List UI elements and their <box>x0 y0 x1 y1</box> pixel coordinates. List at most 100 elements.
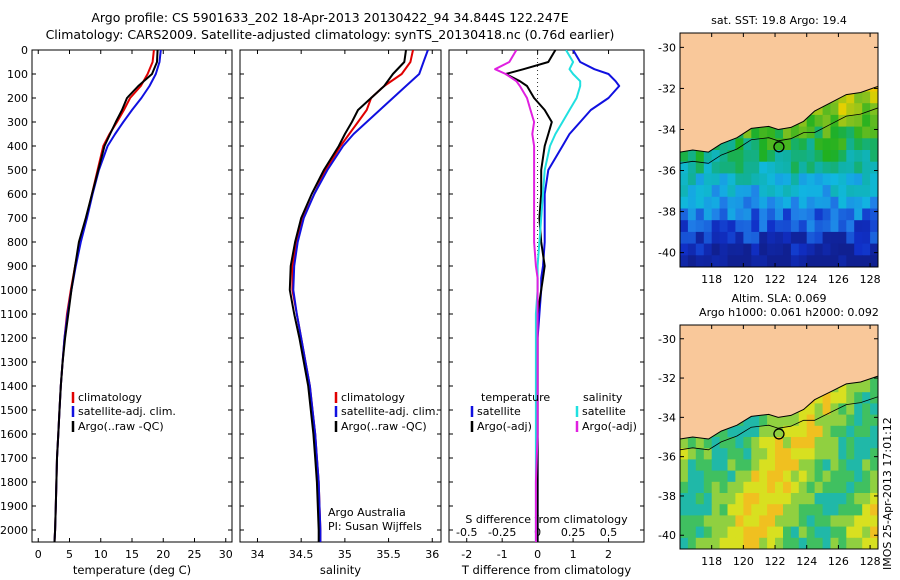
map-cell <box>751 470 760 483</box>
map-cell <box>680 196 689 210</box>
map-cell <box>775 515 784 528</box>
map-cell <box>830 414 839 427</box>
map-cell <box>846 481 855 494</box>
map-cell <box>814 138 824 151</box>
map-cell <box>751 126 760 139</box>
map-cell <box>814 481 824 494</box>
map-cell <box>854 208 863 221</box>
map-cell <box>790 537 800 549</box>
map-cell <box>759 470 768 483</box>
map-cell <box>711 255 721 267</box>
map-cell <box>862 161 871 174</box>
map-cell <box>711 185 721 198</box>
map-cell <box>838 150 847 163</box>
map-cell <box>743 220 752 233</box>
map-cell <box>870 526 878 539</box>
map-cell <box>838 481 847 494</box>
map-cell <box>846 414 855 427</box>
map-cell <box>695 150 705 163</box>
map-cell <box>830 537 839 549</box>
map-cell <box>838 470 847 483</box>
map-cell <box>759 504 768 516</box>
map-cell <box>870 425 878 438</box>
x-axis-label: salinity <box>320 563 361 577</box>
map-cell <box>806 403 816 416</box>
map-cell <box>783 459 792 472</box>
map-cell <box>759 138 768 151</box>
map-cell <box>687 255 697 267</box>
map-cell <box>727 459 736 472</box>
map-cell <box>751 185 760 198</box>
map-cell <box>814 459 824 472</box>
map-cell <box>703 196 713 210</box>
x-tick-label: 2 <box>605 548 612 561</box>
x-tick-label: 34.5 <box>289 548 314 561</box>
map-cell <box>798 220 808 233</box>
map-cell <box>743 185 752 198</box>
map-cell <box>759 196 768 210</box>
map-cell <box>862 381 871 393</box>
map-cell <box>727 220 736 233</box>
map-cell <box>806 185 816 198</box>
map-cell <box>783 138 792 151</box>
map-cell <box>680 504 689 516</box>
map-cell <box>703 448 713 460</box>
map-cell <box>759 173 768 186</box>
map-cell <box>680 448 689 460</box>
map-cell <box>854 150 863 163</box>
map-cell <box>727 493 736 505</box>
map-cell <box>719 173 729 186</box>
series-line-sat_s <box>534 50 582 542</box>
argo-australia-label: Argo Australia <box>328 506 406 519</box>
map-cell <box>846 526 855 539</box>
map-cell <box>767 481 776 494</box>
map-cell <box>814 173 824 186</box>
map-cell <box>680 150 689 163</box>
map-cell <box>783 231 792 245</box>
map-cell <box>822 448 832 460</box>
map-cell <box>751 414 760 427</box>
map-cell <box>767 208 776 221</box>
map-cell <box>814 403 824 416</box>
map-cell <box>790 243 800 256</box>
map-cell <box>870 173 878 186</box>
map-cell <box>767 493 776 505</box>
legend-argo-label: Argo(..raw -QC) <box>78 420 164 433</box>
map-cell <box>743 448 752 460</box>
map-cell <box>711 208 721 221</box>
map-cell <box>775 220 784 233</box>
map-cell <box>846 91 855 104</box>
map-cell <box>783 243 792 256</box>
map-cell <box>783 185 792 198</box>
x-tick-label: -1 <box>497 548 508 561</box>
map-cell <box>695 448 705 460</box>
map-cell <box>846 173 855 186</box>
map-cell <box>798 208 808 221</box>
map-cell <box>822 493 832 505</box>
map-cell <box>759 150 768 163</box>
figure-title-line1: Argo profile: CS 5901633_202 18-Apr-2013… <box>91 10 569 25</box>
map-cell <box>727 161 736 174</box>
map-cell <box>814 470 824 483</box>
map-cell <box>798 459 808 472</box>
map-cell <box>806 161 816 174</box>
map-cell <box>790 220 800 233</box>
map-cell <box>767 196 776 210</box>
map-cell <box>759 255 768 267</box>
map-cell <box>751 208 760 221</box>
salinity-panel: 34 34.5 35 35.5 36 salinity <box>239 49 442 577</box>
map-cell <box>727 470 736 483</box>
map-cell <box>687 161 697 174</box>
map-cell <box>806 425 816 438</box>
map-cell <box>814 515 824 528</box>
map-cell <box>870 114 878 128</box>
map-cell <box>775 208 784 221</box>
map-cell <box>846 381 855 393</box>
map-cell <box>790 504 800 516</box>
map-cell <box>751 231 760 245</box>
map-cell <box>854 470 863 483</box>
map-cell <box>798 537 808 549</box>
map-cell <box>854 255 863 267</box>
map-cell <box>711 526 721 539</box>
series-group <box>53 50 162 542</box>
